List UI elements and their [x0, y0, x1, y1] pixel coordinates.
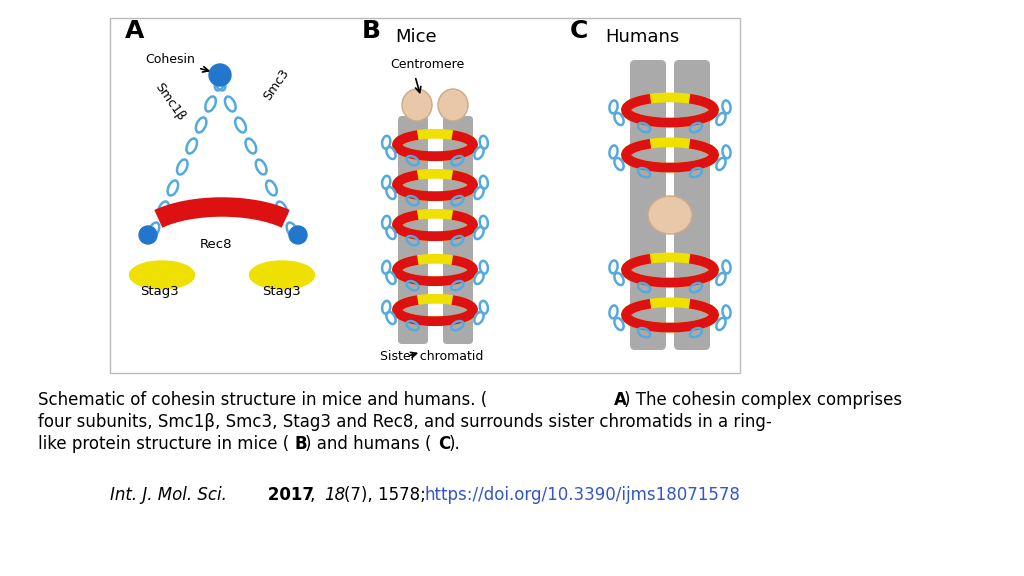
Text: https://doi.org/10.3390/ijms18071578: https://doi.org/10.3390/ijms18071578 — [425, 486, 741, 504]
Text: B: B — [294, 435, 306, 453]
Text: ,: , — [310, 486, 321, 504]
Text: Stag3: Stag3 — [262, 285, 301, 298]
Ellipse shape — [402, 89, 432, 121]
Ellipse shape — [438, 89, 468, 121]
FancyBboxPatch shape — [674, 60, 710, 350]
Text: Stag3: Stag3 — [140, 285, 179, 298]
Ellipse shape — [289, 226, 307, 244]
Ellipse shape — [250, 261, 314, 289]
FancyBboxPatch shape — [398, 116, 428, 344]
Text: Int. J. Mol. Sci.: Int. J. Mol. Sci. — [110, 486, 227, 504]
Text: (7), 1578;: (7), 1578; — [344, 486, 431, 504]
Text: Humans: Humans — [605, 28, 679, 46]
Text: like protein structure in mice (: like protein structure in mice ( — [38, 435, 289, 453]
Text: Centromere: Centromere — [390, 58, 464, 71]
Text: Schematic of cohesin structure in mice and humans. (: Schematic of cohesin structure in mice a… — [38, 391, 487, 409]
Text: 18: 18 — [324, 486, 345, 504]
Text: ) The cohesin complex comprises: ) The cohesin complex comprises — [624, 391, 902, 409]
FancyBboxPatch shape — [443, 116, 473, 344]
Text: four subunits, Smc1β, Smc3, Stag3 and Rec8, and surrounds sister chromatids in a: four subunits, Smc1β, Smc3, Stag3 and Re… — [38, 413, 772, 431]
Text: A: A — [125, 19, 144, 43]
Text: B: B — [362, 19, 381, 43]
Text: A: A — [614, 391, 627, 409]
Text: Cohesin: Cohesin — [145, 53, 195, 66]
Text: Smc1β: Smc1β — [152, 80, 187, 123]
Text: Smc3: Smc3 — [261, 67, 292, 103]
Text: ) and humans (: ) and humans ( — [305, 435, 431, 453]
FancyBboxPatch shape — [110, 18, 740, 373]
Ellipse shape — [129, 261, 195, 289]
Text: C: C — [570, 19, 589, 43]
Text: Sister chromatid: Sister chromatid — [380, 350, 483, 363]
FancyBboxPatch shape — [630, 60, 666, 350]
Ellipse shape — [139, 226, 157, 244]
Text: 2017: 2017 — [262, 486, 314, 504]
Ellipse shape — [209, 64, 231, 86]
Ellipse shape — [648, 196, 692, 234]
Text: Mice: Mice — [395, 28, 436, 46]
Text: C: C — [438, 435, 451, 453]
Text: ).: ). — [449, 435, 461, 453]
Text: Rec8: Rec8 — [200, 238, 232, 251]
